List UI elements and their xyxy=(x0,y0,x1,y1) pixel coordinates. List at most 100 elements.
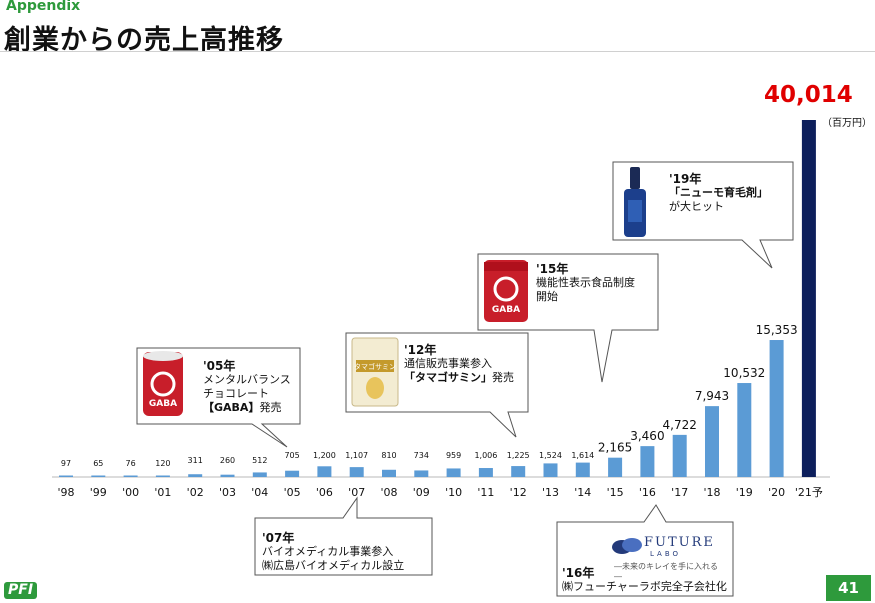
bar-0 xyxy=(59,475,73,477)
callout-12-text: '12年 通信販売事業参入 「タマゴサミン」発売 xyxy=(404,343,514,385)
x-tick-label-22: '20 xyxy=(768,486,785,499)
x-tick-label-9: '07 xyxy=(348,486,365,499)
bar-14 xyxy=(511,466,526,477)
bar-5 xyxy=(220,474,235,477)
x-tick-label-11: '09 xyxy=(413,486,430,499)
x-tick-label-2: '00 xyxy=(122,486,139,499)
value-label-1: 65 xyxy=(93,459,103,468)
bar-2 xyxy=(123,475,138,477)
page-title: 創業からの売上高推移 xyxy=(4,25,284,56)
value-label-3: 120 xyxy=(155,459,170,468)
x-tick-label-19: '17 xyxy=(671,486,688,499)
x-tick-label-23: '21予 xyxy=(795,486,823,499)
bar-23 xyxy=(801,120,816,477)
x-tick-label-4: '02 xyxy=(187,486,204,499)
callout-16-year: '16年 xyxy=(562,566,595,580)
gaba-pack-icon: GABA xyxy=(484,260,528,322)
callout-19-year: '19年 xyxy=(669,172,702,186)
callout-07-line1: バイオメディカル事業参入 xyxy=(262,545,394,558)
value-label-14: 1,225 xyxy=(507,451,530,460)
bar-3 xyxy=(155,475,170,477)
callout-12-line1: 通信販売事業参入 xyxy=(404,357,492,370)
x-tick-label-16: '14 xyxy=(574,486,591,499)
value-label-8: 1,200 xyxy=(313,451,336,460)
bar-8 xyxy=(317,466,332,477)
callout-07-box xyxy=(254,496,433,576)
value-label-21: 10,532 xyxy=(723,366,765,380)
bar-22 xyxy=(769,340,784,477)
x-tick-label-13: '11 xyxy=(477,486,494,499)
title-divider xyxy=(0,51,875,52)
bar-11 xyxy=(414,470,429,477)
callout-07-year: '07年 xyxy=(262,531,295,545)
callout-12-year: '12年 xyxy=(404,343,437,357)
future-labo-sub: LABO xyxy=(650,550,682,558)
bar-1 xyxy=(91,475,106,477)
future-labo-tagline: ―未来のキレイを手に入れる― xyxy=(614,562,718,581)
value-label-10: 810 xyxy=(381,451,396,460)
x-tick-label-5: '03 xyxy=(219,486,236,499)
callout-05-line3: 発売 xyxy=(259,401,282,414)
bar-13 xyxy=(478,468,493,477)
page-number: 41 xyxy=(826,575,871,601)
callout-05-line2: チョコレート xyxy=(203,387,269,400)
bar-16 xyxy=(575,462,590,477)
callout-15-line1: 機能性表示食品制度 xyxy=(536,276,635,289)
callout-19-text: '19年 「ニューモ育毛剤」 が大ヒット xyxy=(669,172,768,214)
callout-19-box xyxy=(612,161,794,269)
value-label-20: 7,943 xyxy=(695,389,729,403)
value-label-7: 705 xyxy=(284,451,299,460)
bar-6 xyxy=(252,472,267,477)
value-label-17: 2,165 xyxy=(598,441,632,455)
value-label-18: 3,460 xyxy=(630,429,664,443)
value-label-16: 1,614 xyxy=(571,451,594,460)
x-tick-label-21: '19 xyxy=(736,486,753,499)
bar-20 xyxy=(705,406,719,477)
x-tick-label-0: '98 xyxy=(57,486,74,499)
tamagosamin-pack-icon: タマゴサミン xyxy=(351,337,399,407)
x-tick-label-1: '99 xyxy=(90,486,107,499)
callout-15-year: '15年 xyxy=(536,262,569,276)
svg-text:GABA: GABA xyxy=(492,305,520,315)
value-label-0: 97 xyxy=(61,459,71,468)
callout-05-line1: メンタルバランス xyxy=(203,373,291,386)
bar-12 xyxy=(446,468,461,477)
callout-07-line2: ㈱広島バイオメディカル設立 xyxy=(262,559,405,572)
callout-15-line2: 開始 xyxy=(536,290,558,303)
svg-text:GABA: GABA xyxy=(149,399,177,409)
appendix-label: Appendix xyxy=(6,0,81,14)
callout-05-year: '05年 xyxy=(203,359,236,373)
bar-7 xyxy=(285,470,300,477)
value-label-4: 311 xyxy=(188,456,203,465)
x-tick-label-3: '01 xyxy=(154,486,171,499)
value-label-13: 1,006 xyxy=(474,451,497,460)
bar-9 xyxy=(349,467,364,477)
x-tick-label-14: '12 xyxy=(510,486,527,499)
callout-19-product: 「ニューモ育毛剤」 xyxy=(669,186,768,199)
bar-10 xyxy=(382,469,396,477)
forecast-total-label: 40,014 xyxy=(764,82,853,108)
bar-18 xyxy=(640,446,655,477)
future-labo-name: FUTURE xyxy=(644,535,715,550)
bar-19 xyxy=(672,434,687,477)
value-label-9: 1,107 xyxy=(345,451,368,460)
callout-12-product: 「タマゴサミン」 xyxy=(404,371,492,384)
bar-17 xyxy=(608,457,623,477)
callout-19-line2: が大ヒット xyxy=(669,200,724,213)
value-label-15: 1,524 xyxy=(539,451,562,460)
value-label-11: 734 xyxy=(414,451,429,460)
future-labo-mark-icon xyxy=(612,538,642,554)
x-tick-label-17: '15 xyxy=(607,486,624,499)
x-tick-label-6: '04 xyxy=(251,486,268,499)
value-label-2: 76 xyxy=(126,459,136,468)
callout-05-product: 【GABA】 xyxy=(203,401,260,414)
callout-15-text: '15年 機能性表示食品制度 開始 xyxy=(536,262,635,304)
value-label-5: 260 xyxy=(220,456,235,465)
future-labo-logo: FUTURE LABO ―未来のキレイを手に入れる― xyxy=(608,532,723,581)
hair-tonic-bottle-icon xyxy=(624,167,646,237)
value-label-22: 15,353 xyxy=(756,323,798,337)
x-tick-label-18: '16 xyxy=(639,486,656,499)
callout-16-line1: ㈱フューチャーラボ完全子会社化 xyxy=(562,580,727,593)
unit-label: （百万円） xyxy=(822,118,872,129)
